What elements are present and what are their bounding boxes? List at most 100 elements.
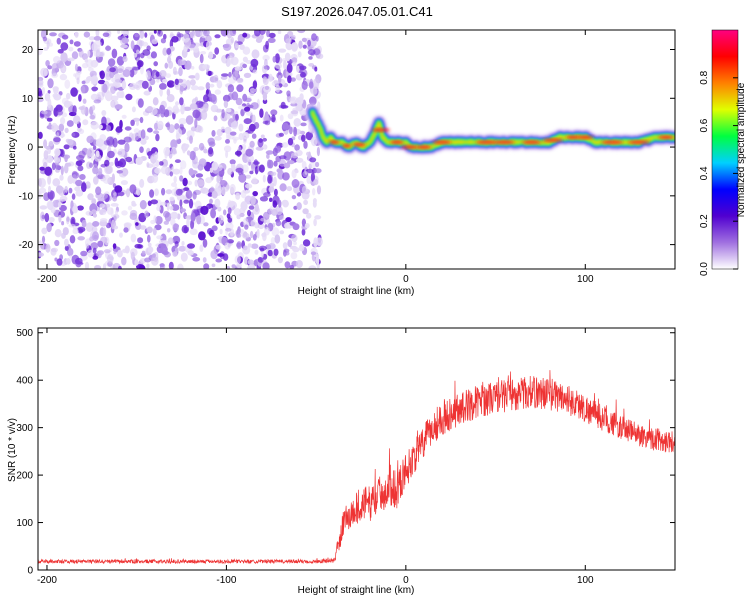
noise-blob: [293, 126, 297, 137]
noise-blob: [107, 254, 114, 264]
noise-blob: [38, 177, 42, 187]
colorbar-tick-label: 0.4: [699, 166, 710, 180]
noise-blob: [64, 245, 69, 251]
noise-blob: [216, 174, 220, 184]
spectrogram-y-ticks: -20 -10 0 10 20: [19, 45, 675, 251]
noise-blob: [42, 36, 48, 42]
noise-blob: [256, 228, 260, 239]
noise-blob: [41, 110, 48, 115]
noise-blob: [225, 139, 230, 144]
noise-blob: [48, 185, 51, 193]
noise-blob: [113, 192, 117, 197]
noise-blob: [54, 239, 60, 247]
noise-blob: [249, 170, 254, 175]
noise-blob: [61, 34, 69, 40]
y-tick-label: -10: [19, 191, 34, 202]
noise-blob: [76, 77, 80, 85]
noise-blob: [47, 78, 54, 89]
noise-blob: [177, 33, 184, 38]
noise-blob: [40, 30, 47, 39]
noise-blob: [189, 150, 196, 161]
noise-blob: [194, 179, 198, 187]
noise-blob: [270, 109, 278, 116]
noise-blob: [223, 100, 229, 109]
noise-blob: [93, 176, 99, 185]
noise-blob: [310, 251, 317, 256]
noise-blob: [270, 237, 275, 245]
noise-blob: [113, 215, 117, 222]
noise-blob: [229, 131, 237, 136]
noise-blob: [211, 263, 216, 268]
noise-blob: [166, 80, 175, 88]
noise-blob: [155, 160, 160, 167]
noise-blob: [87, 67, 94, 72]
noise-blob: [74, 31, 79, 38]
noise-blob: [60, 52, 68, 63]
noise-blob: [279, 155, 287, 160]
noise-blob: [156, 113, 160, 118]
noise-blob: [134, 243, 142, 249]
noise-blob: [279, 230, 285, 235]
noise-blob: [114, 185, 123, 193]
noise-blob: [119, 119, 123, 129]
noise-blob: [46, 40, 50, 50]
noise-blob: [48, 122, 52, 129]
noise-blob: [81, 80, 86, 85]
noise-blob: [41, 214, 46, 220]
noise-blob: [120, 90, 125, 99]
noise-blob: [247, 243, 252, 248]
signal-hotspot: [329, 140, 340, 144]
noise-blob: [110, 85, 116, 94]
noise-blob: [245, 148, 254, 157]
noise-blob: [80, 250, 88, 257]
noise-blob: [302, 239, 311, 247]
signal-hotspot: [400, 145, 418, 149]
noise-blob: [88, 36, 96, 41]
noise-blob: [41, 235, 46, 244]
noise-blob: [267, 174, 272, 184]
noise-blob: [301, 134, 306, 142]
noise-blob: [166, 47, 172, 55]
noise-blob: [110, 203, 119, 207]
noise-blob: [269, 197, 273, 202]
noise-blob: [98, 124, 103, 130]
noise-blob: [288, 126, 293, 135]
noise-blob: [147, 200, 152, 207]
noise-blob: [262, 77, 269, 86]
noise-blob: [230, 36, 234, 44]
noise-blob: [200, 205, 209, 215]
x-tick-label: -100: [216, 575, 236, 586]
noise-blob: [188, 75, 197, 79]
noise-blob: [185, 189, 193, 199]
noise-blob: [125, 156, 133, 163]
noise-blob: [59, 174, 64, 181]
noise-blob: [90, 152, 94, 161]
noise-blob: [47, 90, 51, 94]
noise-blob: [81, 182, 87, 193]
noise-blob: [91, 86, 98, 92]
noise-blob: [107, 58, 116, 67]
noise-blob: [179, 85, 184, 92]
noise-blob: [245, 174, 251, 179]
noise-blob: [268, 159, 274, 169]
noise-blob: [198, 231, 206, 241]
noise-blob: [300, 122, 307, 127]
noise-blob: [67, 247, 74, 257]
noise-blob: [206, 40, 211, 51]
noise-blob: [273, 188, 278, 197]
noise-blob: [254, 30, 261, 37]
noise-blob: [235, 167, 244, 173]
noise-blob: [105, 165, 114, 175]
noise-blob: [163, 33, 167, 40]
noise-blob: [73, 41, 81, 47]
noise-blob: [121, 210, 128, 216]
noise-blob: [313, 218, 317, 227]
noise-blob: [193, 147, 199, 151]
x-tick-label: -100: [216, 274, 236, 285]
noise-blob: [104, 159, 110, 167]
noise-blob: [60, 117, 66, 125]
noise-blob: [44, 92, 51, 102]
noise-blob: [192, 257, 201, 262]
noise-blob: [50, 248, 57, 256]
noise-blob: [146, 226, 153, 234]
